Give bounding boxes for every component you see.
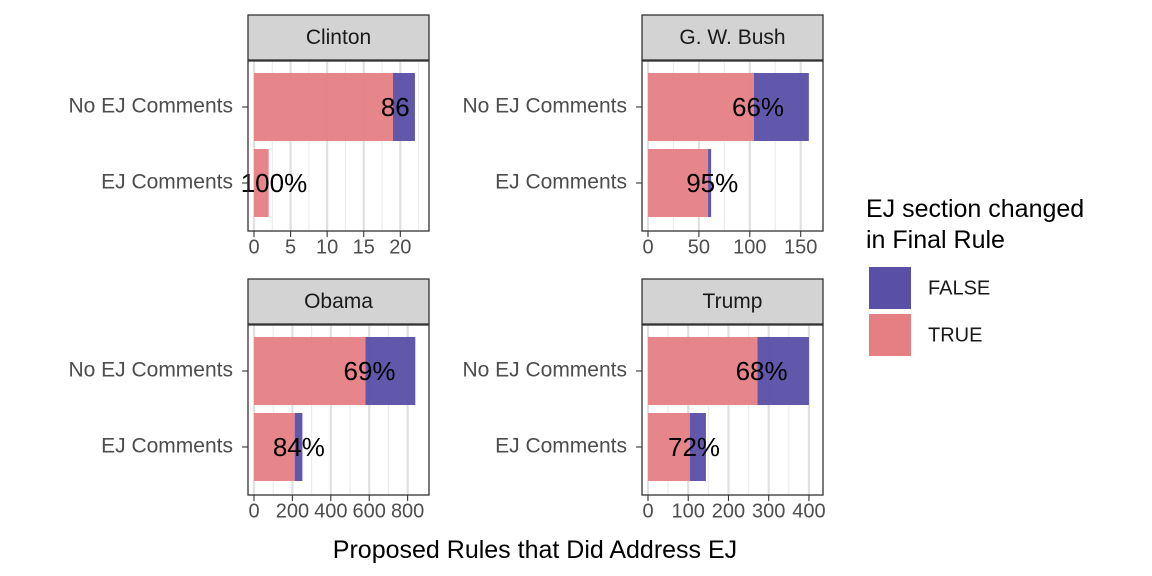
x-tick-label: 0: [642, 501, 653, 523]
x-tick-label: 0: [642, 237, 653, 259]
legend-swatch-true: [869, 314, 911, 356]
category-label: No EJ Comments: [462, 95, 627, 118]
bar-false: [294, 413, 303, 481]
facet-strip: [641, 14, 824, 61]
data-label: 95%: [686, 168, 738, 198]
x-tick-label: 15: [353, 237, 375, 259]
x-tick-label: 150: [784, 237, 817, 259]
x-tick-label: 20: [389, 237, 411, 259]
bar-true: [648, 149, 709, 217]
bar-true: [648, 413, 690, 481]
data-label: 100%: [241, 168, 308, 198]
data-label: 66%: [732, 92, 784, 122]
bar-false: [708, 149, 712, 217]
facet-strip: [247, 14, 430, 61]
x-tick-label: 200: [276, 501, 309, 523]
legend-title-line-2: in Final Rule: [866, 226, 1005, 254]
facet-trump: Trump 68% No EJ Comments 72% EJ Comments 0 100…: [462, 278, 826, 523]
data-label: 68%: [736, 356, 788, 386]
x-tick-label: 300: [752, 501, 785, 523]
legend-label-true: TRUE: [928, 324, 982, 346]
category-label: No EJ Comments: [462, 359, 627, 382]
facet-title: Trump: [703, 290, 763, 313]
bar-false: [757, 337, 809, 405]
facet-panels: Clinton 86 No EJ Comments 100% EJ Comments 0 5…: [68, 14, 826, 523]
category-label: No EJ Comments: [68, 95, 233, 118]
bar-true: [648, 337, 758, 405]
x-tick-label: 50: [688, 237, 710, 259]
legend: EJ section changed in Final Rule FALSE T…: [866, 195, 1084, 356]
panel-border: [247, 324, 430, 496]
data-label: 86: [381, 92, 410, 122]
x-tick-label: 400: [792, 501, 825, 523]
bar-false: [753, 73, 809, 141]
bar-false: [365, 337, 416, 405]
x-tick-label: 800: [391, 501, 424, 523]
facet-title: Clinton: [306, 26, 371, 49]
facet-clinton: Clinton 86 No EJ Comments 100% EJ Comments 0 5…: [68, 14, 430, 259]
x-tick-label: 400: [314, 501, 347, 523]
bar-true: [254, 149, 269, 217]
x-tick-label: 200: [712, 501, 745, 523]
data-label: 69%: [344, 356, 396, 386]
bar-true: [254, 73, 394, 141]
legend-swatch-false: [869, 267, 911, 309]
panel-border: [247, 60, 430, 232]
category-label: EJ Comments: [495, 435, 627, 458]
facet-strip: [641, 278, 824, 325]
bar-false: [689, 413, 706, 481]
x-axis-title: Proposed Rules that Did Address EJ: [333, 536, 737, 564]
category-label: EJ Comments: [101, 171, 233, 194]
category-label: EJ Comments: [495, 171, 627, 194]
panel-border: [641, 324, 824, 496]
x-tick-label: 600: [353, 501, 386, 523]
facet-title: G. W. Bush: [679, 26, 785, 49]
x-tick-label: 0: [248, 501, 259, 523]
legend-title-line-1: EJ section changed: [866, 195, 1084, 223]
facet-title: Obama: [304, 290, 373, 313]
category-label: No EJ Comments: [68, 359, 233, 382]
x-tick-label: 5: [285, 237, 296, 259]
panel-border: [641, 60, 824, 232]
bar-true: [254, 413, 295, 481]
legend-label-false: FALSE: [928, 277, 990, 299]
x-tick-label: 10: [316, 237, 338, 259]
x-tick-label: 100: [733, 237, 766, 259]
facet-strip: [247, 278, 430, 325]
bar-false: [393, 73, 415, 141]
facet-g-w-bush: G. W. Bush 66% No EJ Comments 95% EJ Comment…: [462, 14, 824, 259]
bar-true: [254, 337, 366, 405]
x-tick-label: 0: [248, 237, 259, 259]
data-label: 84%: [273, 432, 325, 462]
x-tick-label: 100: [672, 501, 705, 523]
bar-true: [648, 73, 754, 141]
data-label: 72%: [668, 432, 720, 462]
category-label: EJ Comments: [101, 435, 233, 458]
facet-obama: Obama 69% No EJ Comments 84% EJ Comments 0 200…: [68, 278, 430, 523]
